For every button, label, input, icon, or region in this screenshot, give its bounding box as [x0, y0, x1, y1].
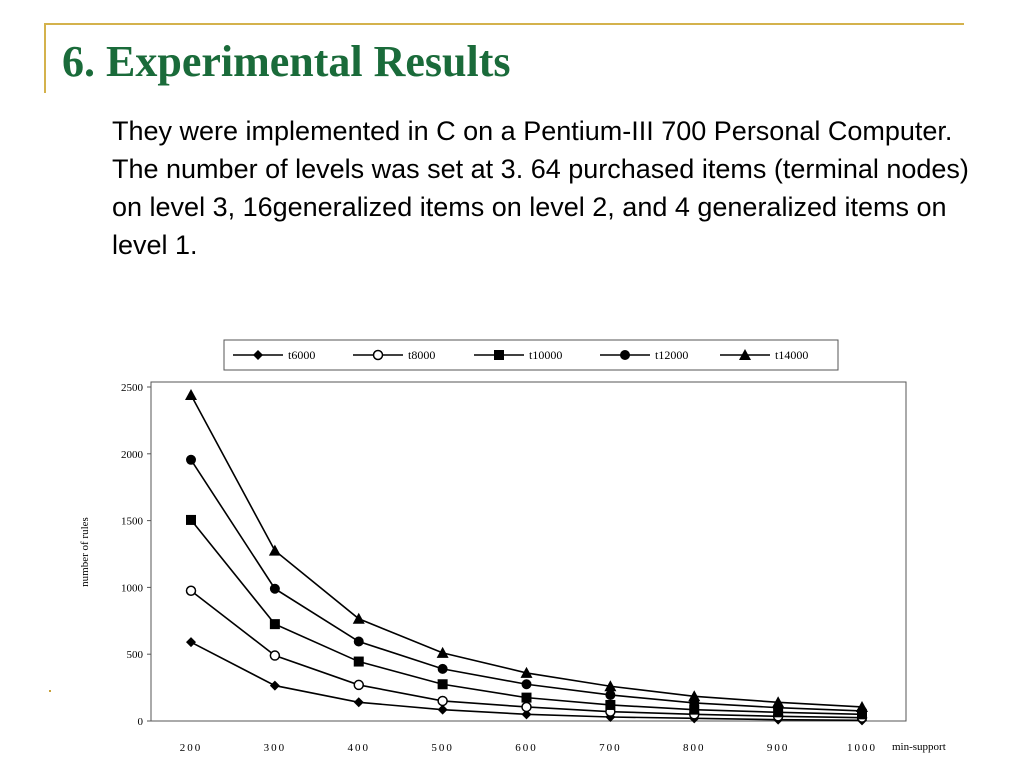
data-point-t12000 — [605, 689, 616, 700]
y-tick-label: 2500 — [121, 382, 144, 394]
y-axis-label: number of rules — [79, 517, 91, 587]
data-point-t10000 — [437, 679, 448, 690]
plot-area: 0 500 1000 1500 2000 2500 200 300 400 500 600 700 80… — [79, 381, 946, 754]
x-tick-label: 400 — [348, 742, 371, 754]
legend-item-t8000: t8000 — [353, 348, 435, 362]
side-accent-rule — [44, 23, 46, 93]
data-point-t12000 — [186, 454, 196, 465]
data-point-t12000 — [437, 663, 448, 674]
top-accent-rule — [44, 23, 964, 25]
x-tick-label: 1000 — [847, 742, 877, 754]
x-tick-label: 600 — [515, 742, 538, 754]
data-point-t14000 — [604, 680, 617, 692]
legend-label: t10000 — [529, 348, 562, 362]
slide-body: They were implemented in C on a Pentium-… — [112, 112, 982, 264]
data-point-t14000 — [688, 690, 701, 702]
data-point-t10000 — [605, 699, 616, 710]
x-tick-label: 700 — [599, 742, 622, 754]
data-point-t10000 — [521, 692, 532, 703]
legend-item-t14000: t14000 — [720, 348, 808, 362]
data-point-t10000 — [689, 704, 700, 715]
data-point-t10000 — [353, 656, 364, 667]
legend-label: t6000 — [288, 348, 315, 362]
legend-marker — [620, 350, 630, 360]
data-point-t14000 — [856, 700, 868, 712]
legend-item-t12000: t12000 — [600, 348, 688, 362]
legend-label: t8000 — [408, 348, 435, 362]
data-point-t14000 — [436, 646, 449, 658]
legend-marker — [494, 350, 504, 360]
body-paragraph-2: The number of levels was set at 3. 64 pu… — [112, 154, 969, 260]
x-tick-label: 300 — [264, 742, 287, 754]
slide-title: 6. Experimental Results — [62, 37, 511, 86]
data-point-t14000 — [772, 696, 785, 708]
data-point-t6000 — [186, 637, 196, 648]
series-t12000 — [186, 454, 867, 716]
data-point-t8000 — [353, 679, 364, 691]
data-point-t6000 — [269, 680, 280, 691]
data-point-t6000 — [521, 709, 532, 720]
legend-marker — [253, 350, 263, 360]
data-point-t10000 — [186, 514, 196, 525]
data-point-t14000 — [268, 544, 281, 556]
data-point-t8000 — [185, 585, 197, 596]
chart-legend: t6000 t8000 t10000 t12000 t14000 — [223, 339, 839, 371]
x-axis-label: min-support — [892, 741, 946, 753]
series-line-t14000 — [190, 394, 863, 708]
y-tick-label: 0 — [138, 716, 144, 728]
data-point-t10000 — [269, 619, 280, 630]
data-point-t8000 — [437, 695, 448, 707]
body-paragraph-1: They were implemented in C on a Pentium-… — [112, 116, 953, 146]
legend-label: t12000 — [655, 348, 688, 362]
x-tick-label: 200 — [180, 742, 203, 754]
y-tick-label: 2000 — [121, 449, 144, 461]
data-point-t14000 — [520, 666, 533, 678]
y-tick-label: 500 — [127, 649, 144, 661]
data-point-t14000 — [352, 612, 365, 624]
plot-frame — [150, 381, 907, 722]
decorative-dot — [49, 690, 51, 692]
data-point-t12000 — [521, 679, 532, 690]
data-point-t6000 — [353, 697, 364, 708]
x-tick-label: 500 — [431, 742, 454, 754]
data-point-t8000 — [521, 701, 532, 713]
legend-marker — [372, 349, 384, 361]
x-tick-label: 900 — [767, 742, 790, 754]
data-point-t14000 — [185, 389, 197, 401]
legend-marker — [739, 349, 751, 360]
y-tick-label: 1000 — [121, 582, 144, 594]
legend-item-t10000: t10000 — [474, 348, 562, 362]
legend-item-t6000: t6000 — [233, 348, 315, 362]
data-point-t6000 — [437, 704, 448, 715]
y-tick-label: 1500 — [121, 516, 144, 528]
data-point-t12000 — [353, 636, 364, 647]
x-tick-label: 800 — [683, 742, 706, 754]
data-point-t12000 — [269, 583, 280, 594]
series-t14000 — [185, 389, 868, 712]
data-point-t8000 — [269, 650, 281, 661]
legend-label: t14000 — [775, 348, 808, 362]
